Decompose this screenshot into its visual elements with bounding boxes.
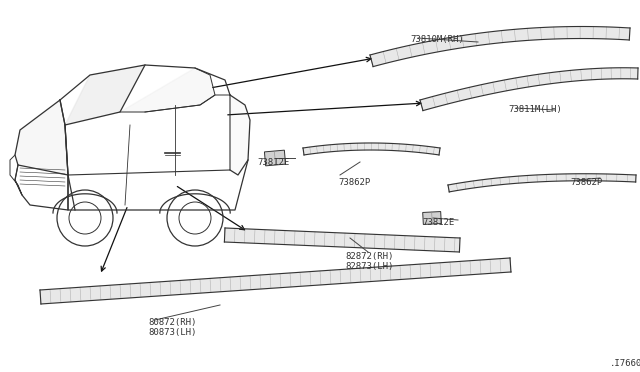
Polygon shape: [65, 65, 145, 125]
Polygon shape: [264, 150, 285, 166]
Text: 73862P: 73862P: [570, 178, 602, 187]
Text: .I76600/: .I76600/: [610, 358, 640, 367]
Polygon shape: [303, 143, 440, 155]
Text: 80872(RH)
80873(LH): 80872(RH) 80873(LH): [148, 318, 196, 337]
Polygon shape: [420, 68, 638, 110]
Text: 73810M(RH): 73810M(RH): [410, 35, 464, 44]
Text: 73812E: 73812E: [258, 158, 290, 167]
Polygon shape: [230, 95, 250, 175]
Polygon shape: [422, 212, 442, 224]
Polygon shape: [370, 26, 630, 67]
Text: 82872(RH)
82873(LH): 82872(RH) 82873(LH): [345, 252, 394, 272]
Polygon shape: [448, 174, 636, 192]
Polygon shape: [40, 258, 511, 304]
Text: 73812E: 73812E: [423, 218, 455, 227]
Text: 73811M(LH): 73811M(LH): [508, 105, 562, 114]
Polygon shape: [120, 68, 215, 112]
Polygon shape: [15, 100, 68, 175]
Text: 73862P: 73862P: [338, 178, 371, 187]
Polygon shape: [225, 228, 460, 252]
